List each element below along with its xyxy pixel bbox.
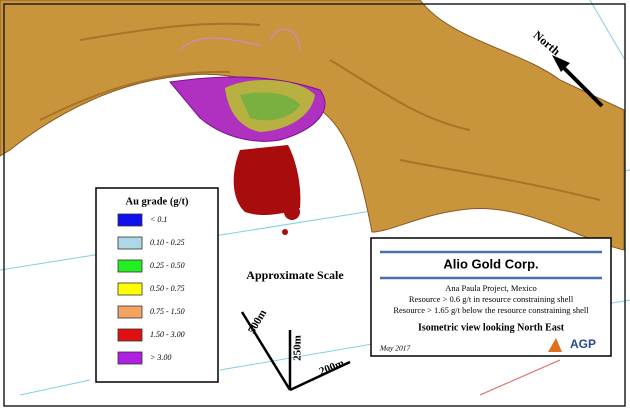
legend-label: 0.10 - 0.25 (150, 238, 185, 247)
north-arrowhead (552, 55, 570, 72)
company: Alio Gold Corp. (443, 256, 538, 271)
legend-swatch (117, 282, 143, 296)
view-label: Isometric view looking North East (418, 322, 565, 333)
legend-label: 0.50 - 0.75 (150, 284, 185, 293)
legend-swatch (117, 328, 143, 342)
logo-mark (548, 338, 562, 352)
orebody (169, 28, 326, 235)
terrain-ridges (39, 22, 601, 201)
scale-bars (240, 311, 351, 392)
legend-swatch (117, 213, 143, 227)
legend: Au grade (g/t) < 0.1 0.10 - 0.25 0.25 - 0.… (95, 187, 219, 383)
title-line: Resource > 1.65 g/t below the resource c… (393, 305, 589, 315)
legend-label: 0.25 - 0.50 (150, 261, 185, 270)
legend-label: 0.75 - 1.50 (150, 307, 185, 316)
legend-swatch (117, 305, 143, 319)
date: May 2017 (379, 344, 410, 353)
frame (3, 3, 626, 407)
legend-swatch (117, 259, 143, 273)
legend-box (95, 187, 219, 383)
title-line: Resource > 0.6 g/t in resource constrain… (409, 294, 574, 304)
red-line (479, 359, 561, 396)
legend-label: < 0.1 (150, 215, 167, 224)
terrain (0, 0, 625, 251)
legend-swatch (117, 236, 143, 250)
legend-label: > 3.00 (150, 353, 171, 362)
logo: AGP (570, 337, 596, 351)
title-box (370, 237, 612, 357)
legend-title: Au grade (g/t) (126, 196, 189, 207)
legend-swatch (117, 351, 143, 365)
scale-title: Approximate Scale (246, 268, 344, 282)
scale-label: 250m (292, 335, 304, 361)
north-arrow (558, 62, 604, 108)
legend-label: 1.50 - 3.00 (150, 330, 185, 339)
title-line: Ana Paula Project, Mexico (445, 283, 537, 293)
